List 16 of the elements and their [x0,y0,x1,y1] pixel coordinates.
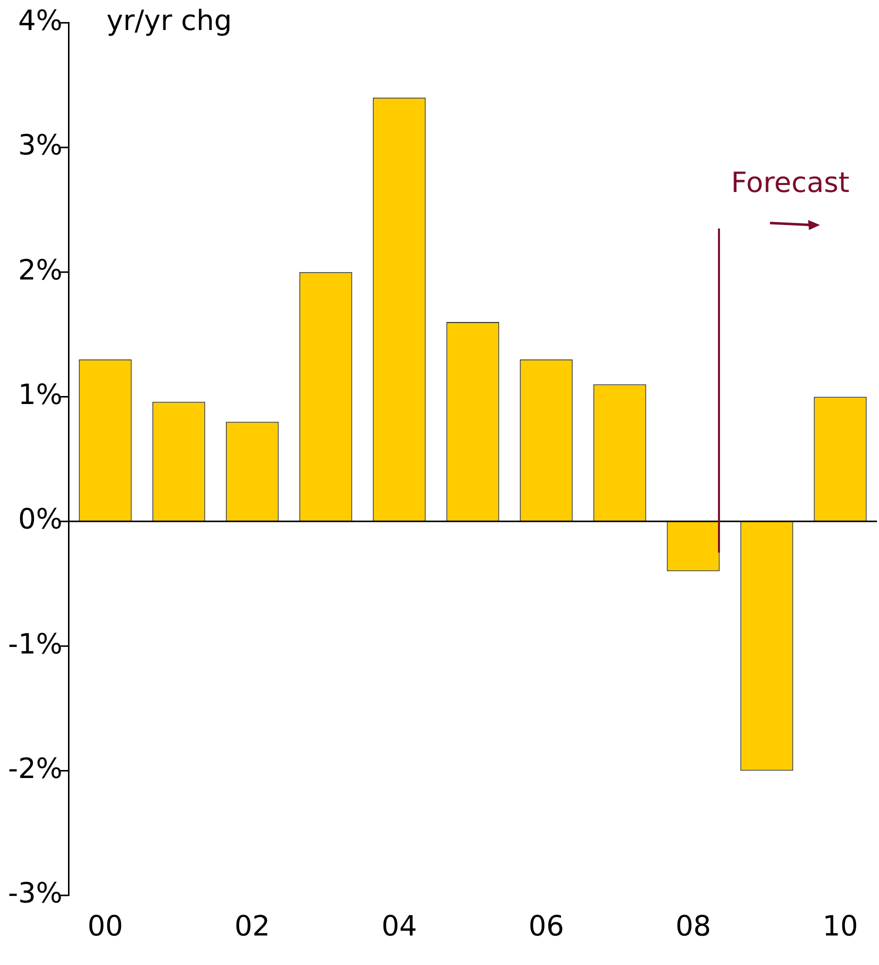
y-tick-label: -2% [8,752,63,786]
y-tick-label: 2% [18,253,63,286]
x-tick-label: 06 [528,909,564,942]
y-tick-label: 0% [18,502,63,536]
y-axis-title: yr/yr chg [106,4,232,38]
x-tick-label: 04 [381,909,418,942]
x-tick-label: 02 [234,909,270,942]
x-tick-label: 10 [822,909,858,942]
y-tick-label: -1% [8,627,63,660]
y-tick-label: 4% [18,4,63,38]
x-tick-label: 08 [675,909,712,942]
y-tick-label: 3% [18,128,63,162]
y-tick-label: 1% [18,378,63,412]
x-tick-label: 00 [87,909,124,942]
ref-line-label: Forecast [730,166,850,200]
y-tick-label: -3% [8,876,63,910]
